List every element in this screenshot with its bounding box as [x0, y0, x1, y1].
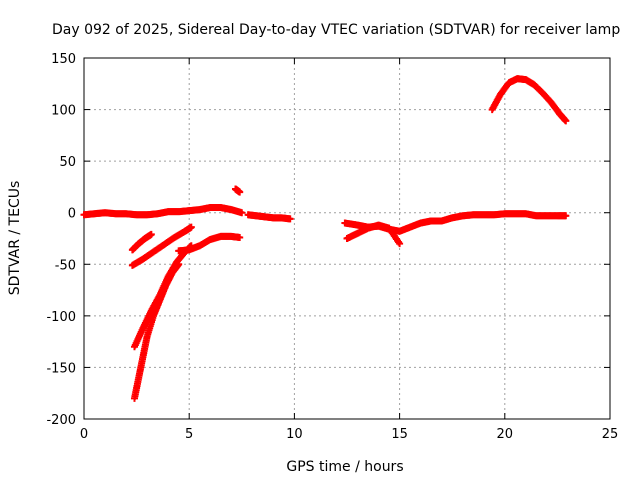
series-diag-early	[128, 223, 195, 269]
chart-title: Day 092 of 2025, Sidereal Day-to-day VTE…	[52, 22, 620, 38]
y-tick-label: 0	[68, 207, 76, 222]
series-short-diag	[128, 230, 155, 254]
x-tick-label: 15	[391, 427, 408, 442]
plot-frame	[83, 57, 611, 420]
data-point	[147, 230, 155, 238]
axis-ticks: 0 5 10 15 20 25 -200 -150 -100 -50 0 50 100 150	[46, 52, 618, 442]
y-axis-title: SDTVAR / TECUs	[7, 181, 23, 296]
series-arc-late	[488, 75, 570, 125]
x-tick-label: 0	[80, 427, 88, 442]
y-tick-label: -50	[55, 258, 76, 273]
series-outlier	[231, 185, 244, 196]
data-point	[286, 215, 294, 223]
data-points	[80, 75, 570, 402]
y-tick-label: -100	[46, 310, 76, 325]
y-tick-label: 150	[51, 52, 76, 67]
x-tick-label: 10	[286, 427, 303, 442]
series-baseline-early	[80, 204, 246, 219]
y-tick-label: 100	[51, 104, 76, 119]
data-point	[562, 212, 570, 220]
data-point	[236, 188, 244, 196]
x-axis-title: GPS time / hours	[286, 459, 403, 475]
y-tick-label: 50	[59, 155, 76, 170]
x-tick-label: 5	[185, 427, 193, 442]
y-tick-label: -150	[46, 361, 76, 376]
data-point	[236, 233, 244, 241]
y-tick-label: -200	[46, 413, 76, 428]
series-flat-7-10	[244, 211, 294, 223]
x-tick-label: 25	[602, 427, 619, 442]
data-point	[187, 223, 195, 231]
series-lines-12-15	[343, 221, 404, 248]
data-point	[238, 209, 246, 217]
data-point	[562, 117, 570, 125]
x-tick-label: 20	[497, 427, 514, 442]
series-dip-5-7	[175, 232, 244, 255]
data-point	[396, 240, 404, 248]
